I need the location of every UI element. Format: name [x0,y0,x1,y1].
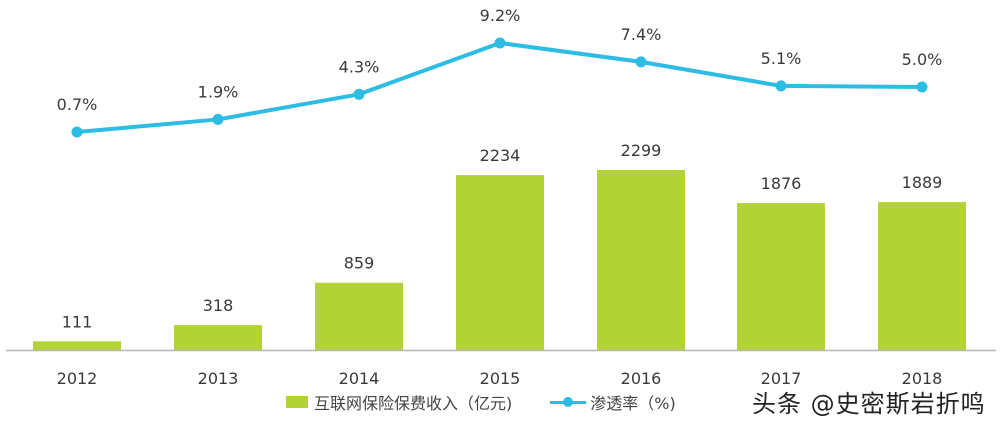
bar-value-label: 318 [203,296,234,315]
line-point-marker[interactable] [635,56,647,68]
line-value-label: 5.1% [761,49,802,68]
bar[interactable] [315,282,403,350]
line-marker-swatch-icon [550,396,587,408]
bar-value-label: 1876 [761,174,802,193]
line-value-label: 0.7% [57,95,98,114]
bar[interactable] [878,202,966,350]
x-axis-tick-labels: 2012 2013 2014 2015 2016 2017 2018 [57,369,943,388]
line-series: 0.7% 1.9% 4.3% 9.2% 7.4% 5.1% 5.0% [57,6,943,138]
line-point-marker[interactable] [212,113,224,125]
x-tick-label: 2014 [339,369,380,388]
legend: 互联网保险保费收入（亿元) 渗透率（%) [286,390,714,414]
bar-swatch-icon [286,396,308,408]
x-tick-label: 2015 [480,369,521,388]
x-tick-label: 2013 [198,369,239,388]
line-point-marker[interactable] [916,81,928,93]
line-value-label: 7.4% [621,25,662,44]
bar[interactable] [174,325,262,350]
x-tick-label: 2018 [902,369,943,388]
bar-value-label: 2234 [480,146,521,165]
bar[interactable] [33,341,121,350]
bar[interactable] [737,203,825,350]
legend-item-premium[interactable]: 互联网保险保费收入（亿元) [286,390,512,414]
x-tick-label: 2012 [57,369,98,388]
bar[interactable] [597,170,685,350]
bar[interactable] [456,175,544,350]
x-tick-label: 2017 [761,369,802,388]
bar-series: 111 318 859 2234 2299 1876 1889 [33,141,966,350]
line-point-marker[interactable] [353,88,365,100]
line-value-label: 1.9% [198,82,239,101]
legend-item-penetration[interactable]: 渗透率（%) [550,390,676,414]
line-value-label: 9.2% [480,6,521,25]
bar-value-label: 1889 [902,173,943,192]
x-tick-label: 2016 [621,369,662,388]
line-value-label: 4.3% [339,57,380,76]
watermark: 头条 @史密斯岩折鸣 [752,390,986,418]
legend-label-penetration: 渗透率（%) [590,394,676,413]
bar-value-label: 2299 [621,141,662,160]
line-point-marker[interactable] [71,126,83,138]
line-value-label: 5.0% [902,50,943,69]
legend-label-premium: 互联网保险保费收入（亿元) [314,394,513,413]
line-point-marker[interactable] [494,37,506,49]
bar-value-label: 859 [344,254,375,273]
line-point-marker[interactable] [775,80,787,92]
bar-value-label: 111 [62,312,93,331]
